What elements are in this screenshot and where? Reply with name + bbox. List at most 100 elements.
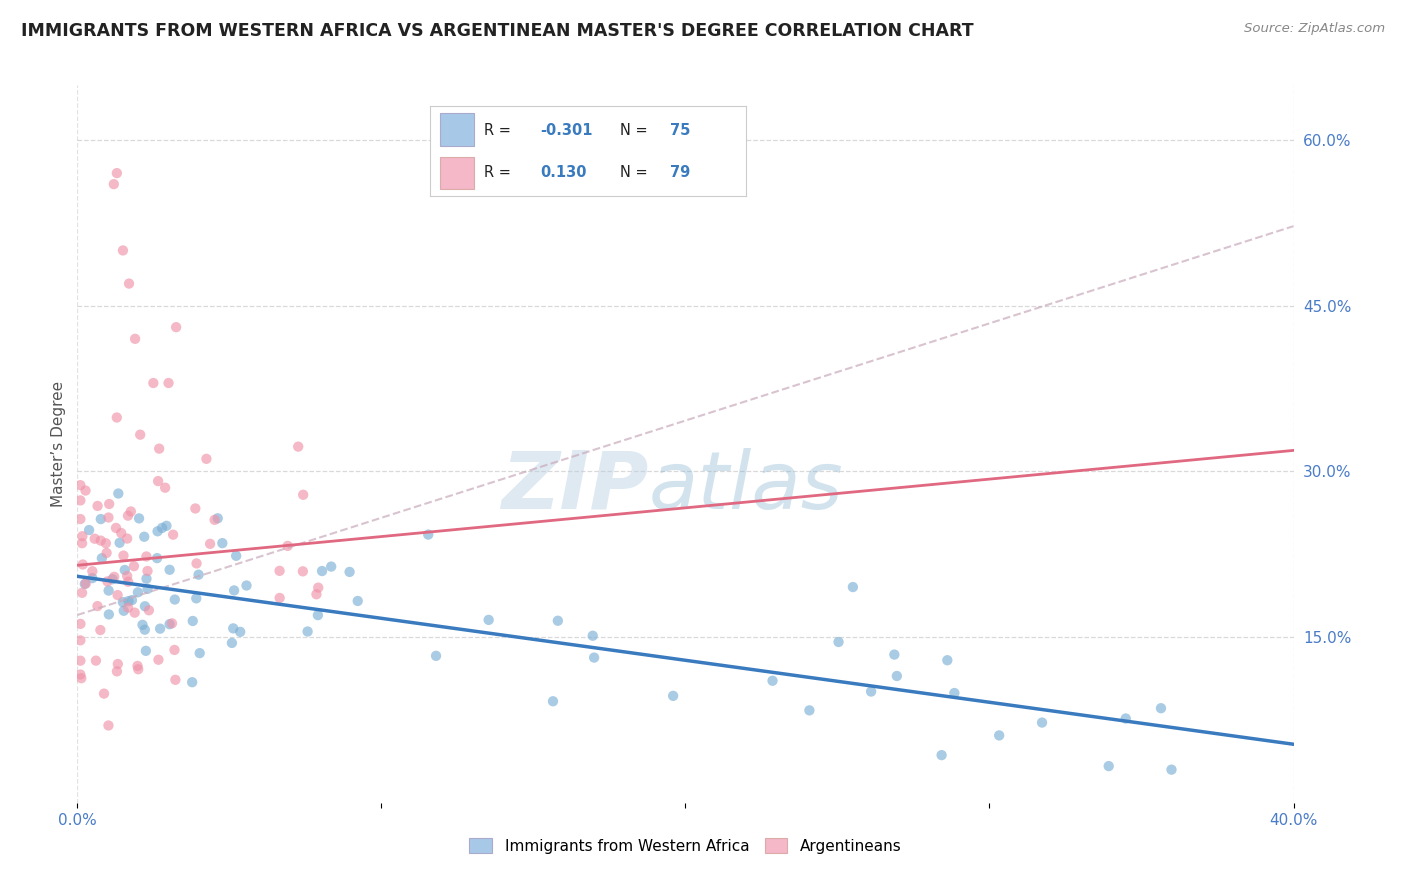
Point xyxy=(118,277,141,291)
Point xyxy=(120,504,142,518)
Point xyxy=(117,574,139,589)
Point xyxy=(128,511,150,525)
Point xyxy=(153,481,176,495)
Point xyxy=(827,635,849,649)
Point xyxy=(305,587,328,601)
Point xyxy=(90,512,112,526)
Point xyxy=(186,557,208,571)
Point xyxy=(148,442,170,456)
Point xyxy=(418,527,440,541)
Y-axis label: Master’s Degree: Master’s Degree xyxy=(51,381,66,507)
Point xyxy=(321,559,343,574)
Point xyxy=(988,728,1011,742)
Point xyxy=(131,617,153,632)
Point xyxy=(157,376,180,390)
Point xyxy=(97,583,120,598)
Point xyxy=(107,486,129,500)
Point xyxy=(662,689,685,703)
Point xyxy=(69,667,91,681)
Point xyxy=(149,622,172,636)
Point xyxy=(936,653,959,667)
Point xyxy=(222,583,245,598)
Point xyxy=(97,607,120,622)
Point xyxy=(583,650,606,665)
Point xyxy=(103,177,125,191)
Point xyxy=(77,523,100,537)
Point xyxy=(117,508,139,523)
Point xyxy=(860,684,883,698)
Point xyxy=(82,571,104,585)
Point xyxy=(207,511,229,525)
Point xyxy=(69,512,91,526)
Point xyxy=(761,673,783,688)
Point xyxy=(135,644,157,658)
Point xyxy=(69,478,91,492)
Point xyxy=(70,671,93,685)
Point xyxy=(269,591,291,605)
Point xyxy=(107,588,129,602)
Point xyxy=(93,687,115,701)
Point xyxy=(1115,712,1137,726)
Point xyxy=(886,669,908,683)
Point xyxy=(75,483,97,498)
Point xyxy=(114,563,136,577)
Point xyxy=(541,694,564,708)
Point xyxy=(98,497,121,511)
Point xyxy=(146,474,169,488)
Point xyxy=(129,427,152,442)
Point xyxy=(547,614,569,628)
Point xyxy=(135,549,157,564)
Point xyxy=(117,594,139,608)
Point xyxy=(105,410,128,425)
Point xyxy=(186,591,208,606)
Point xyxy=(134,530,156,544)
Point xyxy=(582,629,605,643)
Point xyxy=(225,549,247,563)
Point xyxy=(943,686,966,700)
Point xyxy=(1150,701,1173,715)
Point xyxy=(425,648,447,663)
Point xyxy=(72,558,94,572)
Point xyxy=(883,648,905,662)
Point xyxy=(188,646,211,660)
Point xyxy=(198,537,221,551)
Point xyxy=(181,675,204,690)
Point xyxy=(124,606,146,620)
Point xyxy=(90,551,112,566)
Point xyxy=(184,501,207,516)
Point xyxy=(346,594,368,608)
Point xyxy=(96,546,118,560)
Point xyxy=(136,564,159,578)
Point xyxy=(103,570,125,584)
Point xyxy=(72,529,94,543)
Text: ZIP: ZIP xyxy=(502,448,650,526)
Point xyxy=(292,488,315,502)
Point xyxy=(181,614,204,628)
Point xyxy=(222,621,245,635)
Point xyxy=(136,582,159,596)
Point xyxy=(297,624,319,639)
Point xyxy=(159,617,181,632)
Point xyxy=(163,592,186,607)
Point xyxy=(146,524,169,539)
Point xyxy=(83,532,105,546)
Point xyxy=(931,748,953,763)
Point xyxy=(112,604,135,618)
Point xyxy=(104,521,127,535)
Point xyxy=(307,581,329,595)
Point xyxy=(307,608,329,623)
Point xyxy=(69,493,91,508)
Point xyxy=(69,633,91,648)
Point xyxy=(84,654,107,668)
Point xyxy=(107,657,129,671)
Point xyxy=(111,595,134,609)
Point xyxy=(94,536,117,550)
Point xyxy=(108,535,131,549)
Point xyxy=(96,574,118,589)
Point xyxy=(124,332,146,346)
Point xyxy=(160,616,183,631)
Point xyxy=(277,539,299,553)
Point xyxy=(122,559,145,574)
Point xyxy=(135,572,157,586)
Point xyxy=(75,576,97,591)
